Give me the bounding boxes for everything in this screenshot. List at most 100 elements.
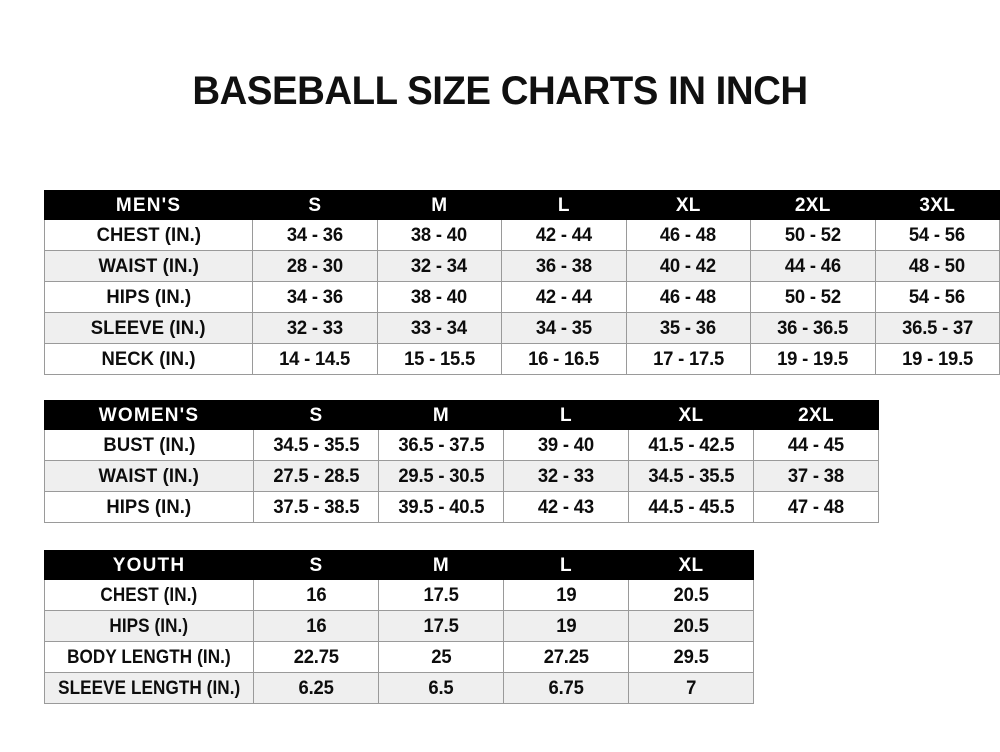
womens-cell-s: 27.5 - 28.5 xyxy=(253,460,379,492)
womens-cell-s: 34.5 - 35.5 xyxy=(253,429,379,461)
youth-column-header-m: M xyxy=(378,550,504,580)
youth-metric-label: CHEST (IN.) xyxy=(44,579,254,611)
table-row: BUST (IN.) 34.5 - 35.5 36.5 - 37.5 39 - 40 4… xyxy=(44,429,879,461)
mens-cell-l: 16 - 16.5 xyxy=(501,343,627,375)
womens-size-table: WOMEN'S S M L XL 2XL BUST (IN.) 34.5 - 35.5 36.5… xyxy=(44,400,879,523)
womens-cell-2xl: 47 - 48 xyxy=(753,491,879,523)
youth-cell-xl: 20.5 xyxy=(628,579,754,611)
mens-cell-3xl: 48 - 50 xyxy=(874,250,1000,282)
mens-cell-l: 42 - 44 xyxy=(501,281,627,313)
womens-cell-2xl: 37 - 38 xyxy=(753,460,879,492)
mens-cell-s: 32 - 33 xyxy=(252,312,378,344)
womens-column-header-2xl: 2XL xyxy=(753,400,879,430)
youth-metric-label: BODY LENGTH (IN.) xyxy=(44,641,254,673)
mens-column-header-2xl: 2XL xyxy=(750,190,876,220)
mens-cell-2xl: 44 - 46 xyxy=(750,250,876,282)
table-row: CHEST (IN.) 16 17.5 19 20.5 xyxy=(44,579,754,611)
table-row: SLEEVE LENGTH (IN.) 6.25 6.5 6.75 7 xyxy=(44,672,754,704)
womens-cell-m: 36.5 - 37.5 xyxy=(378,429,504,461)
mens-size-table: MEN'S S M L XL 2XL 3XL CHEST (IN.) 34 - 36 38 - 4… xyxy=(43,190,1000,375)
youth-column-header-s: S xyxy=(253,550,379,580)
table-row: BODY LENGTH (IN.) 22.75 25 27.25 29.5 xyxy=(44,641,754,673)
youth-cell-s: 6.25 xyxy=(253,672,379,704)
mens-cell-2xl: 50 - 52 xyxy=(750,281,876,313)
table-row: WAIST (IN.) 27.5 - 28.5 29.5 - 30.5 32 - 33… xyxy=(44,460,879,492)
mens-cell-m: 33 - 34 xyxy=(376,312,503,344)
mens-cell-s: 34 - 36 xyxy=(252,219,378,251)
mens-cell-s: 34 - 36 xyxy=(252,281,378,313)
mens-header-row: MEN'S S M L XL 2XL 3XL xyxy=(43,190,1000,220)
mens-metric-label: SLEEVE (IN.) xyxy=(43,312,254,344)
youth-cell-s: 22.75 xyxy=(253,641,379,673)
mens-column-header-m: M xyxy=(376,190,503,220)
mens-cell-2xl: 36 - 36.5 xyxy=(750,312,876,344)
youth-column-header-xl: XL xyxy=(628,550,754,580)
mens-column-header-3xl: 3XL xyxy=(874,190,1000,220)
youth-cell-l: 19 xyxy=(503,579,629,611)
youth-cell-m: 6.5 xyxy=(378,672,504,704)
mens-cell-3xl: 54 - 56 xyxy=(874,219,1000,251)
womens-cell-l: 42 - 43 xyxy=(503,491,629,523)
womens-cell-m: 29.5 - 30.5 xyxy=(378,460,504,492)
mens-cell-2xl: 19 - 19.5 xyxy=(750,343,876,375)
womens-column-header-l: L xyxy=(503,400,629,430)
womens-metric-label: BUST (IN.) xyxy=(44,429,254,461)
youth-cell-xl: 7 xyxy=(628,672,754,704)
mens-metric-label: CHEST (IN.) xyxy=(43,219,254,251)
youth-cell-l: 6.75 xyxy=(503,672,629,704)
table-row: SLEEVE (IN.) 32 - 33 33 - 34 34 - 35 35 - 36… xyxy=(43,312,1000,344)
mens-metric-label: HIPS (IN.) xyxy=(43,281,254,313)
table-row: HIPS (IN.) 37.5 - 38.5 39.5 - 40.5 42 - 43 4… xyxy=(44,491,879,523)
mens-cell-xl: 46 - 48 xyxy=(625,281,752,313)
womens-group-label: WOMEN'S xyxy=(44,400,254,430)
youth-group-label: YOUTH xyxy=(44,550,254,580)
youth-cell-m: 17.5 xyxy=(378,610,504,642)
mens-cell-m: 15 - 15.5 xyxy=(376,343,503,375)
womens-cell-l: 32 - 33 xyxy=(503,460,629,492)
mens-metric-label: WAIST (IN.) xyxy=(43,250,254,282)
mens-cell-xl: 17 - 17.5 xyxy=(625,343,752,375)
womens-header-row: WOMEN'S S M L XL 2XL xyxy=(44,400,879,430)
youth-header-row: YOUTH S M L XL xyxy=(44,550,754,580)
mens-cell-l: 42 - 44 xyxy=(501,219,627,251)
womens-column-header-xl: XL xyxy=(628,400,754,430)
mens-cell-s: 28 - 30 xyxy=(252,250,378,282)
youth-cell-l: 27.25 xyxy=(503,641,629,673)
womens-cell-2xl: 44 - 45 xyxy=(753,429,879,461)
mens-cell-3xl: 19 - 19.5 xyxy=(874,343,1000,375)
mens-cell-l: 36 - 38 xyxy=(501,250,627,282)
mens-group-label: MEN'S xyxy=(43,190,254,220)
womens-cell-xl: 41.5 - 42.5 xyxy=(628,429,754,461)
mens-cell-xl: 40 - 42 xyxy=(625,250,752,282)
youth-cell-xl: 29.5 xyxy=(628,641,754,673)
table-row: HIPS (IN.) 16 17.5 19 20.5 xyxy=(44,610,754,642)
womens-cell-l: 39 - 40 xyxy=(503,429,629,461)
mens-cell-2xl: 50 - 52 xyxy=(750,219,876,251)
mens-cell-3xl: 54 - 56 xyxy=(874,281,1000,313)
youth-size-table: YOUTH S M L XL CHEST (IN.) 16 17.5 19 20.5 HIPS (I… xyxy=(44,550,754,704)
mens-cell-m: 38 - 40 xyxy=(376,219,503,251)
womens-column-header-m: M xyxy=(378,400,504,430)
womens-column-header-s: S xyxy=(253,400,379,430)
mens-metric-label: NECK (IN.) xyxy=(43,343,254,375)
womens-cell-m: 39.5 - 40.5 xyxy=(378,491,504,523)
mens-cell-xl: 46 - 48 xyxy=(625,219,752,251)
youth-cell-m: 17.5 xyxy=(378,579,504,611)
page-title: BASEBALL SIZE CHARTS IN INCH xyxy=(192,69,808,113)
womens-cell-xl: 44.5 - 45.5 xyxy=(628,491,754,523)
mens-cell-xl: 35 - 36 xyxy=(625,312,752,344)
youth-cell-xl: 20.5 xyxy=(628,610,754,642)
mens-cell-s: 14 - 14.5 xyxy=(252,343,378,375)
table-row: CHEST (IN.) 34 - 36 38 - 40 42 - 44 46 - 48 5… xyxy=(43,219,1000,251)
womens-cell-s: 37.5 - 38.5 xyxy=(253,491,379,523)
womens-metric-label: HIPS (IN.) xyxy=(44,491,254,523)
youth-metric-label: SLEEVE LENGTH (IN.) xyxy=(44,672,254,704)
youth-cell-s: 16 xyxy=(253,610,379,642)
youth-cell-s: 16 xyxy=(253,579,379,611)
youth-cell-l: 19 xyxy=(503,610,629,642)
mens-cell-m: 38 - 40 xyxy=(376,281,503,313)
table-row: NECK (IN.) 14 - 14.5 15 - 15.5 16 - 16.5 17 … xyxy=(43,343,1000,375)
mens-column-header-s: S xyxy=(252,190,378,220)
table-row: HIPS (IN.) 34 - 36 38 - 40 42 - 44 46 - 48 50… xyxy=(43,281,1000,313)
mens-cell-m: 32 - 34 xyxy=(376,250,503,282)
